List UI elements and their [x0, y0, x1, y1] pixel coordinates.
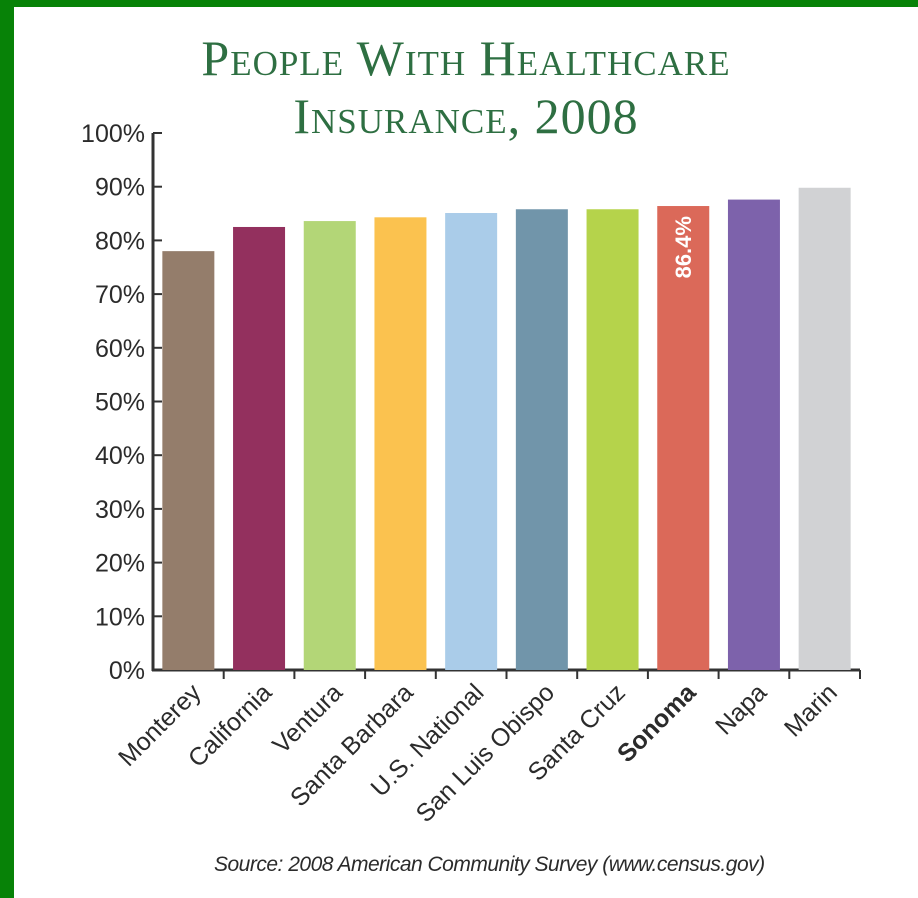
x-category-label: Santa Barbara	[285, 678, 419, 812]
chart-title-line-2: Insurance, 2008	[293, 88, 639, 144]
chart-frame: People With Healthcare Insurance, 2008 0…	[14, 7, 918, 898]
y-tick-label: 20%	[95, 550, 145, 578]
bar-ventura	[303, 221, 356, 670]
y-tick-label: 40%	[95, 442, 145, 470]
bar-marin	[798, 187, 851, 671]
y-tick-label: 30%	[95, 496, 145, 524]
y-tick-label: 0%	[109, 657, 145, 685]
y-tick-label: 60%	[95, 335, 145, 363]
y-tick-label: 80%	[95, 227, 145, 255]
y-tick-label: 50%	[95, 389, 145, 417]
x-category-label: Marin	[779, 678, 843, 742]
source-note: Source: 2008 American Community Survey (…	[214, 853, 765, 876]
bar-sonoma	[657, 206, 710, 671]
bar-u-s-national	[445, 213, 498, 670]
y-tick-label: 70%	[95, 281, 145, 309]
bar-monterey	[162, 251, 215, 670]
bar-napa	[727, 199, 780, 670]
x-category-label: Sonoma	[612, 678, 702, 768]
chart-title-line-1: People With Healthcare	[201, 30, 731, 86]
bar-santa-barbara	[374, 217, 427, 670]
bar-san-luis-obispo	[515, 209, 568, 670]
bar-santa-cruz	[586, 209, 639, 670]
y-tick-label: 100%	[81, 120, 145, 148]
y-tick-label: 90%	[95, 174, 145, 202]
bar-california	[233, 226, 286, 670]
y-tick-label: 10%	[95, 603, 145, 631]
chart-title: People With Healthcare Insurance, 2008	[14, 29, 918, 145]
x-category-label: Napa	[710, 678, 772, 740]
bar-chart: 0%10%20%30%40%50%60%70%80%90%100%Montere…	[81, 120, 861, 828]
data-label: 86.4%	[671, 216, 696, 278]
